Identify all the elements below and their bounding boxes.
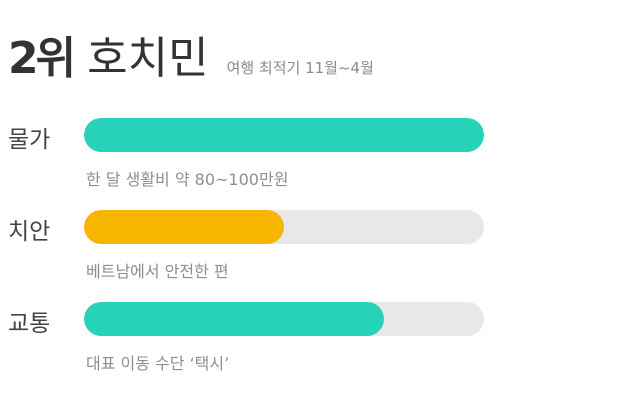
metric-bar-fill	[84, 210, 284, 244]
metric-bar-track	[84, 210, 484, 244]
metric-row-price: 물가 한 달 생활비 약 80~100만원	[0, 118, 630, 198]
best-season-subtitle: 여행 최적기 11월~4월	[226, 59, 374, 77]
metric-bar-fill	[84, 118, 484, 152]
metric-bar-track	[84, 302, 484, 336]
metric-description: 베트남에서 안전한 편	[86, 262, 229, 281]
metric-description: 대표 이동 수단 ‘택시’	[86, 354, 230, 373]
rank-label: 2위	[8, 33, 76, 84]
metric-bar-fill	[84, 302, 384, 336]
metric-row-safety: 치안 베트남에서 안전한 편	[0, 210, 630, 290]
metric-bar-track	[84, 118, 484, 152]
metric-row-transport: 교통 대표 이동 수단 ‘택시’	[0, 302, 630, 382]
metric-description: 한 달 생활비 약 80~100만원	[86, 170, 289, 189]
metric-label: 교통	[8, 311, 51, 337]
page-title: 2위 호치민 여행 최적기 11월~4월	[8, 22, 374, 86]
metric-label: 치안	[8, 219, 51, 245]
metric-label: 물가	[8, 127, 51, 153]
city-name: 호치민	[87, 33, 209, 84]
